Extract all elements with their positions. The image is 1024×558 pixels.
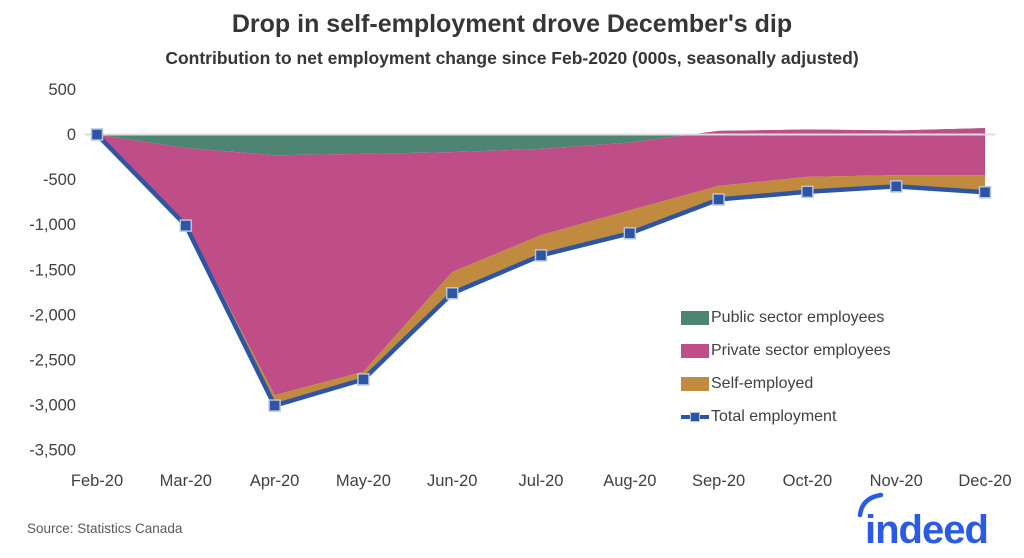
y-tick-2500-neg: -2,500 (29, 352, 76, 370)
legend-marker-icon (690, 411, 700, 422)
total-marker-dec-20 (978, 185, 992, 199)
y-tick-1500-neg: -1,500 (29, 261, 76, 279)
legend-label-public-sector-employees: Public sector employees (711, 308, 885, 326)
legend-label-self-employed: Self-employed (711, 374, 814, 392)
y-tick-1000-neg: -1,000 (29, 216, 76, 234)
x-tick-nov-20: Nov-20 (870, 472, 923, 490)
legend-swatch-public-sector-employees (681, 310, 709, 325)
x-tick-jun-20: Jun-20 (427, 472, 477, 490)
x-tick-may-20: May-20 (336, 472, 391, 490)
total-marker-oct-20 (801, 185, 814, 199)
total-marker-may-20 (357, 373, 370, 386)
y-tick-3000-neg: -3,000 (29, 397, 76, 415)
total-marker-jul-20 (534, 249, 548, 262)
indeed-logo: indeed (845, 491, 1020, 558)
legend-item-private-sector-employees: Private sector employees (681, 334, 981, 367)
x-tick-sep-20: Sep-20 (692, 472, 745, 490)
total-marker-jun-20 (445, 287, 459, 300)
total-marker-apr-20 (268, 399, 281, 412)
y-tick-500: 500 (48, 81, 76, 99)
total-marker-mar-20 (179, 219, 193, 232)
legend-item-total-employment: Total employment (681, 400, 981, 433)
area-band-private-sector-employees (97, 128, 985, 396)
x-tick-jul-20: Jul-20 (519, 472, 564, 490)
legend-item-public-sector-employees: Public sector employees (681, 301, 981, 334)
y-tick-500-neg: -500 (43, 171, 76, 189)
legend-swatch-self-employed (681, 376, 709, 391)
source-note: Source: Statistics Canada (27, 521, 183, 536)
indeed-logo-text: indeed (865, 508, 988, 552)
indeed-logo-graphic: indeed (857, 492, 989, 552)
x-tick-aug-20: Aug-20 (603, 472, 656, 490)
legend-swatch-total-employment (681, 410, 709, 424)
chart-subtitle: Contribution to net employment change si… (165, 48, 859, 68)
total-marker-nov-20 (889, 180, 903, 193)
y-tick-3500-neg: -3,500 (29, 442, 76, 460)
x-tick-oct-20: Oct-20 (783, 472, 833, 490)
y-tick-0: 0 (67, 126, 76, 144)
x-tick-feb-20: Feb-20 (71, 472, 123, 490)
indeed-swoosh-icon (857, 492, 884, 518)
x-tick-apr-20: Apr-20 (250, 472, 300, 490)
x-tick-mar-20: Mar-20 (160, 472, 212, 490)
chart-title: Drop in self-employment drove December's… (231, 10, 793, 38)
y-tick-2000-neg: -2,000 (29, 306, 76, 324)
x-tick-dec-20: Dec-20 (958, 472, 1011, 490)
legend-item-self-employed: Self-employed (681, 367, 981, 400)
legend-label-total-employment: Total employment (711, 407, 837, 425)
total-marker-sep-20 (712, 193, 725, 206)
legend-label-private-sector-employees: Private sector employees (711, 341, 891, 359)
legend-swatch-private-sector-employees (681, 343, 709, 358)
chart-legend: Public sector employees Private sector em… (681, 301, 981, 433)
total-marker-feb-20 (90, 128, 104, 141)
total-marker-aug-20 (623, 227, 637, 240)
